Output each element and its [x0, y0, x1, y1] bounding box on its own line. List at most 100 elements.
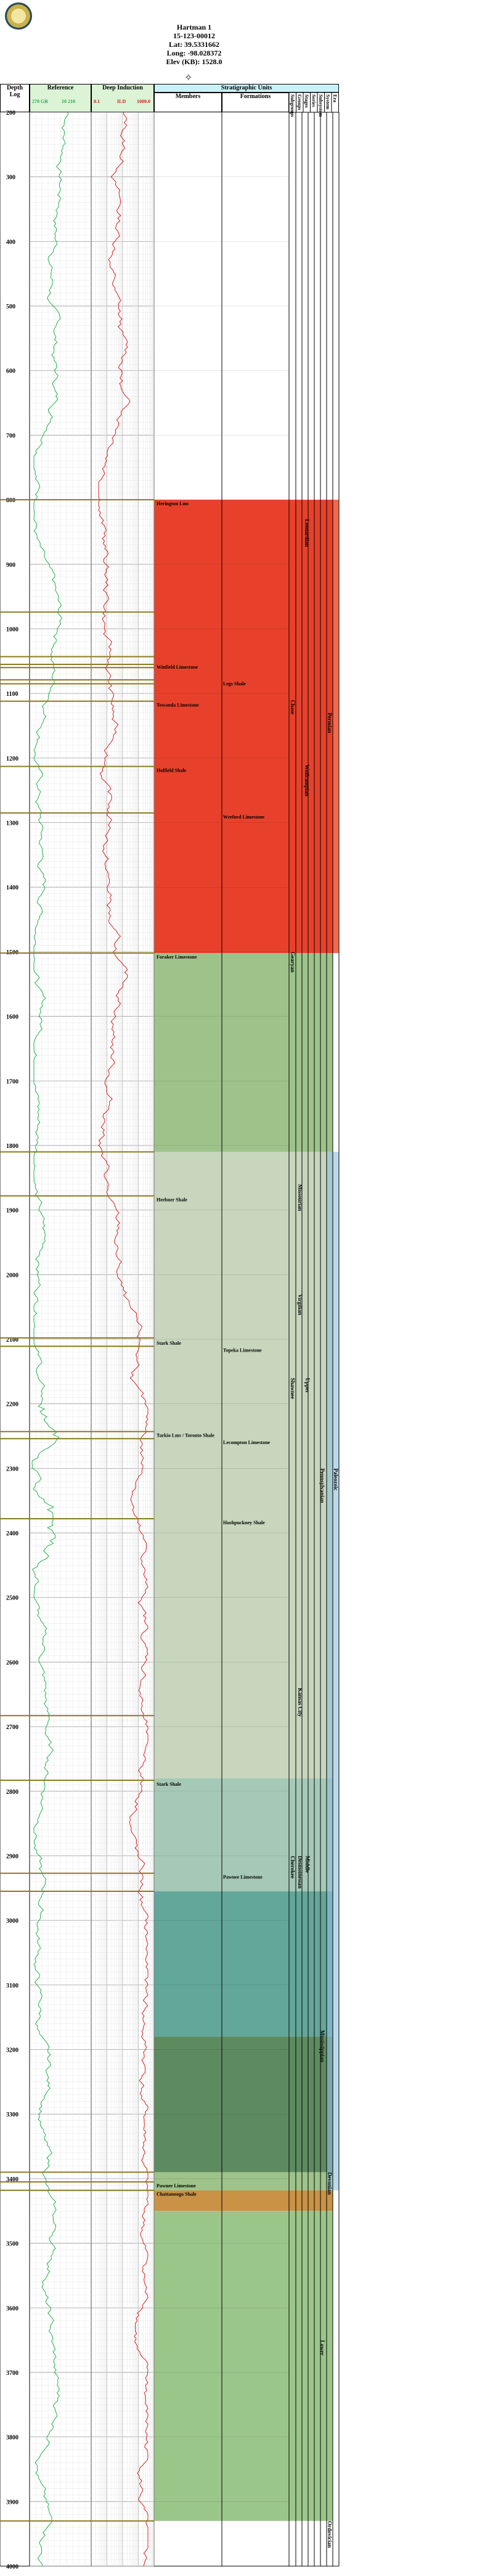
system-label-devonian: Devonian — [327, 2172, 333, 2195]
era-band-permian — [333, 500, 339, 953]
depth-label-1900: 1900 — [6, 1208, 18, 1215]
sp-scale-max: 10 210 — [62, 99, 75, 104]
depth-label-400: 400 — [6, 239, 15, 246]
depth-column-header: Depth Log — [0, 84, 30, 112]
compass-icon: ✧ — [184, 73, 193, 83]
gr-scale-min: 270 GR — [32, 99, 48, 104]
strat-band-1 — [154, 952, 333, 1152]
unit-label-9: Stark Shale — [157, 1340, 181, 1346]
depth-label-1200: 1200 — [6, 756, 18, 762]
members-column-header: Members — [154, 93, 222, 112]
depth-label-2800: 2800 — [6, 1789, 18, 1796]
longitude: Long: -98.028372 — [166, 49, 222, 57]
ild-curve — [98, 112, 149, 2567]
rank-header-box-6 — [331, 92, 339, 113]
latitude: Lat: 39.5331662 — [169, 40, 219, 49]
strat-band-5 — [154, 2036, 333, 2173]
rank-title-3: Series — [311, 94, 317, 107]
strat-band-6 — [154, 2172, 333, 2190]
depth-label-3500: 3500 — [6, 2241, 18, 2248]
rank-title-5: System — [325, 94, 331, 110]
depth-label-1300: 1300 — [6, 820, 18, 827]
unit-label-11: Lecompton Limestone — [223, 1440, 271, 1445]
strat-band-2 — [154, 1152, 333, 1778]
unit-label-16: Chattanooga Shale — [157, 2192, 197, 2197]
depth-label-2000: 2000 — [6, 1272, 18, 1279]
depth-label-800: 800 — [6, 497, 15, 504]
ild-scale-max: 1000.0 — [137, 99, 150, 104]
depth-label-1000: 1000 — [6, 626, 18, 633]
depth-label-1700: 1700 — [6, 1078, 18, 1085]
depth-label-200: 200 — [6, 110, 15, 117]
depth-label-1400: 1400 — [6, 885, 18, 891]
depth-label-3300: 3300 — [6, 2112, 18, 2118]
unit-label-4: Holfield Shale — [157, 767, 187, 773]
unit-label-6: Foraker Limestone — [157, 954, 197, 960]
strat-units-header: Stratigraphic Units — [154, 84, 339, 93]
depth-label-700: 700 — [6, 432, 15, 439]
depth-label-2300: 2300 — [6, 1466, 18, 1472]
series-label-gearyan: Gearyan — [290, 952, 296, 973]
members-title: Members — [175, 93, 201, 100]
system-label-ordovician: Ordovician — [327, 2521, 333, 2548]
depth-label-2900: 2900 — [6, 1853, 18, 1860]
unit-label-3: Towanda Limestone — [157, 703, 199, 708]
rank-title-6: Era — [332, 94, 338, 102]
depth-label-3000: 3000 — [6, 1918, 18, 1925]
series-label-upper: Upper — [304, 1378, 311, 1393]
depth-label-3400: 3400 — [6, 2176, 18, 2183]
system-label-pennsylvanian: Pennsylvanian — [319, 1468, 325, 1503]
group-label-shawnee: Shawnee — [290, 1378, 296, 1399]
stage-label-leonardian: Leonardian — [304, 519, 310, 547]
group-label-cherokee: Cherokee — [290, 1856, 296, 1878]
depth-subtitle: Log — [9, 91, 20, 98]
depth-label-2600: 2600 — [6, 1659, 18, 1666]
rank-title-2: Stages — [304, 94, 309, 108]
group-label-chase: Chase — [290, 700, 296, 715]
reference-title: Reference — [47, 85, 74, 91]
depth-label-4000: 4000 — [6, 2564, 18, 2570]
formations-title: Formations — [240, 93, 271, 100]
api-number: 15-123-00012 — [173, 31, 215, 40]
unit-label-10: Tarkio Lms / Toronto Shale — [157, 1433, 214, 1439]
system-label-permian: Permian — [327, 713, 333, 733]
group-label-kansas-city: Kansas City — [297, 1688, 303, 1717]
unit-label-2: Legs Shale — [223, 681, 246, 687]
depth-label-1100: 1100 — [6, 691, 18, 698]
stage-label-desmoinesian: Desmoinesian — [297, 1856, 303, 1888]
depth-title: Depth — [6, 85, 23, 91]
induction-track-header: Deep Induction — [91, 84, 154, 112]
stage-label-virgilian: Virgilian — [297, 1294, 303, 1315]
depth-label-3200: 3200 — [6, 2047, 18, 2054]
unit-label-5: Wreford Limestone — [223, 814, 264, 820]
depth-label-2100: 2100 — [6, 1337, 18, 1344]
depth-label-2400: 2400 — [6, 1530, 18, 1537]
unit-label-1: Winfield Limestone — [157, 664, 198, 670]
depth-label-900: 900 — [6, 562, 15, 569]
well-header: Hartman 1 15-123-00012 Lat: 39.5331662 L… — [126, 23, 262, 66]
strat-title: Stratigraphic Units — [221, 85, 272, 91]
unit-label-14: Pawnee Limestone — [223, 1875, 263, 1880]
depth-label-500: 500 — [6, 303, 15, 310]
depth-label-3600: 3600 — [6, 2305, 18, 2312]
depth-label-600: 600 — [6, 368, 15, 375]
unit-label-13: Stark Shale — [157, 1781, 181, 1787]
well-name: Hartman 1 — [176, 23, 212, 31]
unit-label-0: Herington Lms — [157, 501, 189, 506]
system-label-mississippian: Mississippian — [319, 2030, 325, 2062]
stage-label-missourian: Missourian — [297, 1184, 303, 1212]
reference-track-header: Reference — [30, 84, 91, 112]
unit-label-7: Heebner Shale — [157, 1197, 187, 1203]
unit-label-15: Pawnee Limestone — [157, 2183, 196, 2189]
depth-label-1800: 1800 — [6, 1143, 18, 1150]
strat-band-4 — [154, 1891, 333, 2037]
depth-label-300: 300 — [6, 175, 15, 181]
depth-label-3800: 3800 — [6, 2435, 18, 2442]
strat-band-8 — [154, 2211, 333, 2521]
elevation: Elev (KB): 1528.0 — [166, 57, 222, 66]
series-label-middle: Middle — [304, 1856, 311, 1873]
series-label-lower: Lower — [319, 2340, 325, 2356]
strat-band-7 — [154, 2190, 333, 2211]
kgs-seal-logo — [5, 2, 32, 30]
